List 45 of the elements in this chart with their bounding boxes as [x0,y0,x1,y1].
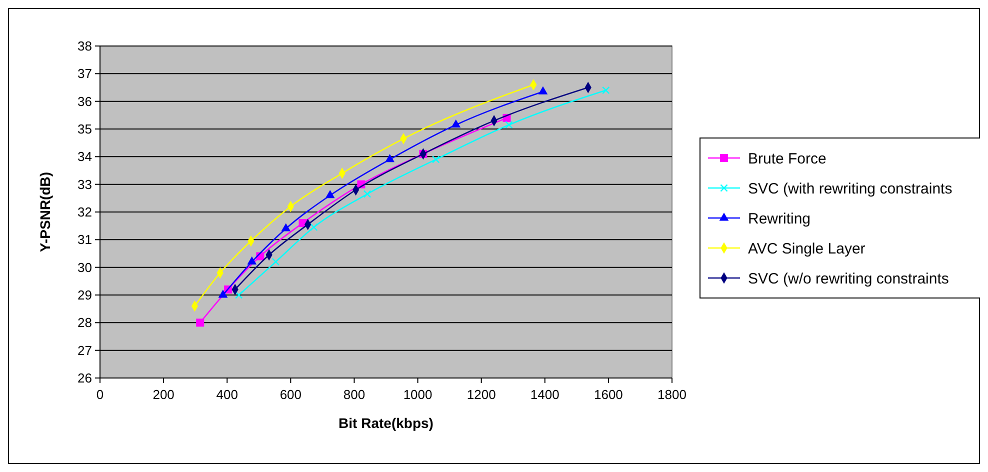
x-tick-label: 200 [152,387,174,402]
y-tick-label: 28 [78,315,92,330]
legend-label: Brute Force [748,150,826,168]
x-tick-label: 1600 [594,387,623,402]
legend-label: SVC (with rewriting constraints [748,180,952,198]
y-tick-label: 30 [78,260,92,275]
y-tick-label: 33 [78,176,92,192]
x-axis-title: Bit Rate(kbps) [338,415,434,431]
y-tick-label: 37 [78,66,92,82]
y-tick-label: 29 [78,288,92,303]
point [602,86,610,94]
point [247,256,257,265]
y-tick-label: 32 [78,204,92,220]
point [363,190,372,198]
point [432,156,440,164]
point [385,154,394,162]
y-tick-label: 31 [78,232,92,248]
x-tick-label: 1000 [403,387,432,402]
x-tick-label: 1200 [466,387,496,402]
point [538,86,548,94]
point [310,223,318,232]
x-tick-label: 0 [96,387,104,402]
y-tick-label: 35 [78,122,92,137]
x-tick-label: 1400 [530,387,560,402]
point [325,190,335,198]
y-tick-label: 36 [78,94,92,109]
point [281,223,291,232]
point [451,119,461,128]
legend-label: AVC Single Layer [748,240,866,258]
x-tick-label: 600 [280,387,302,402]
point [234,291,243,299]
point [196,318,204,327]
point [505,120,513,129]
y-tick-label: 38 [78,38,92,54]
legend-label: SVC (w/o rewriting constraints [748,270,949,288]
point [272,258,280,266]
point [218,290,228,298]
x-tick-label: 1800 [658,387,686,402]
y-tick-label: 27 [78,342,92,358]
legend-label: Rewriting [748,210,811,228]
y-tick-label: 34 [78,149,92,164]
x-tick-label: 400 [216,387,238,402]
y-tick-label: 26 [78,370,92,386]
y-axis-title: Y-PSNR(dB) [37,172,53,252]
x-tick-label: 800 [343,387,366,402]
